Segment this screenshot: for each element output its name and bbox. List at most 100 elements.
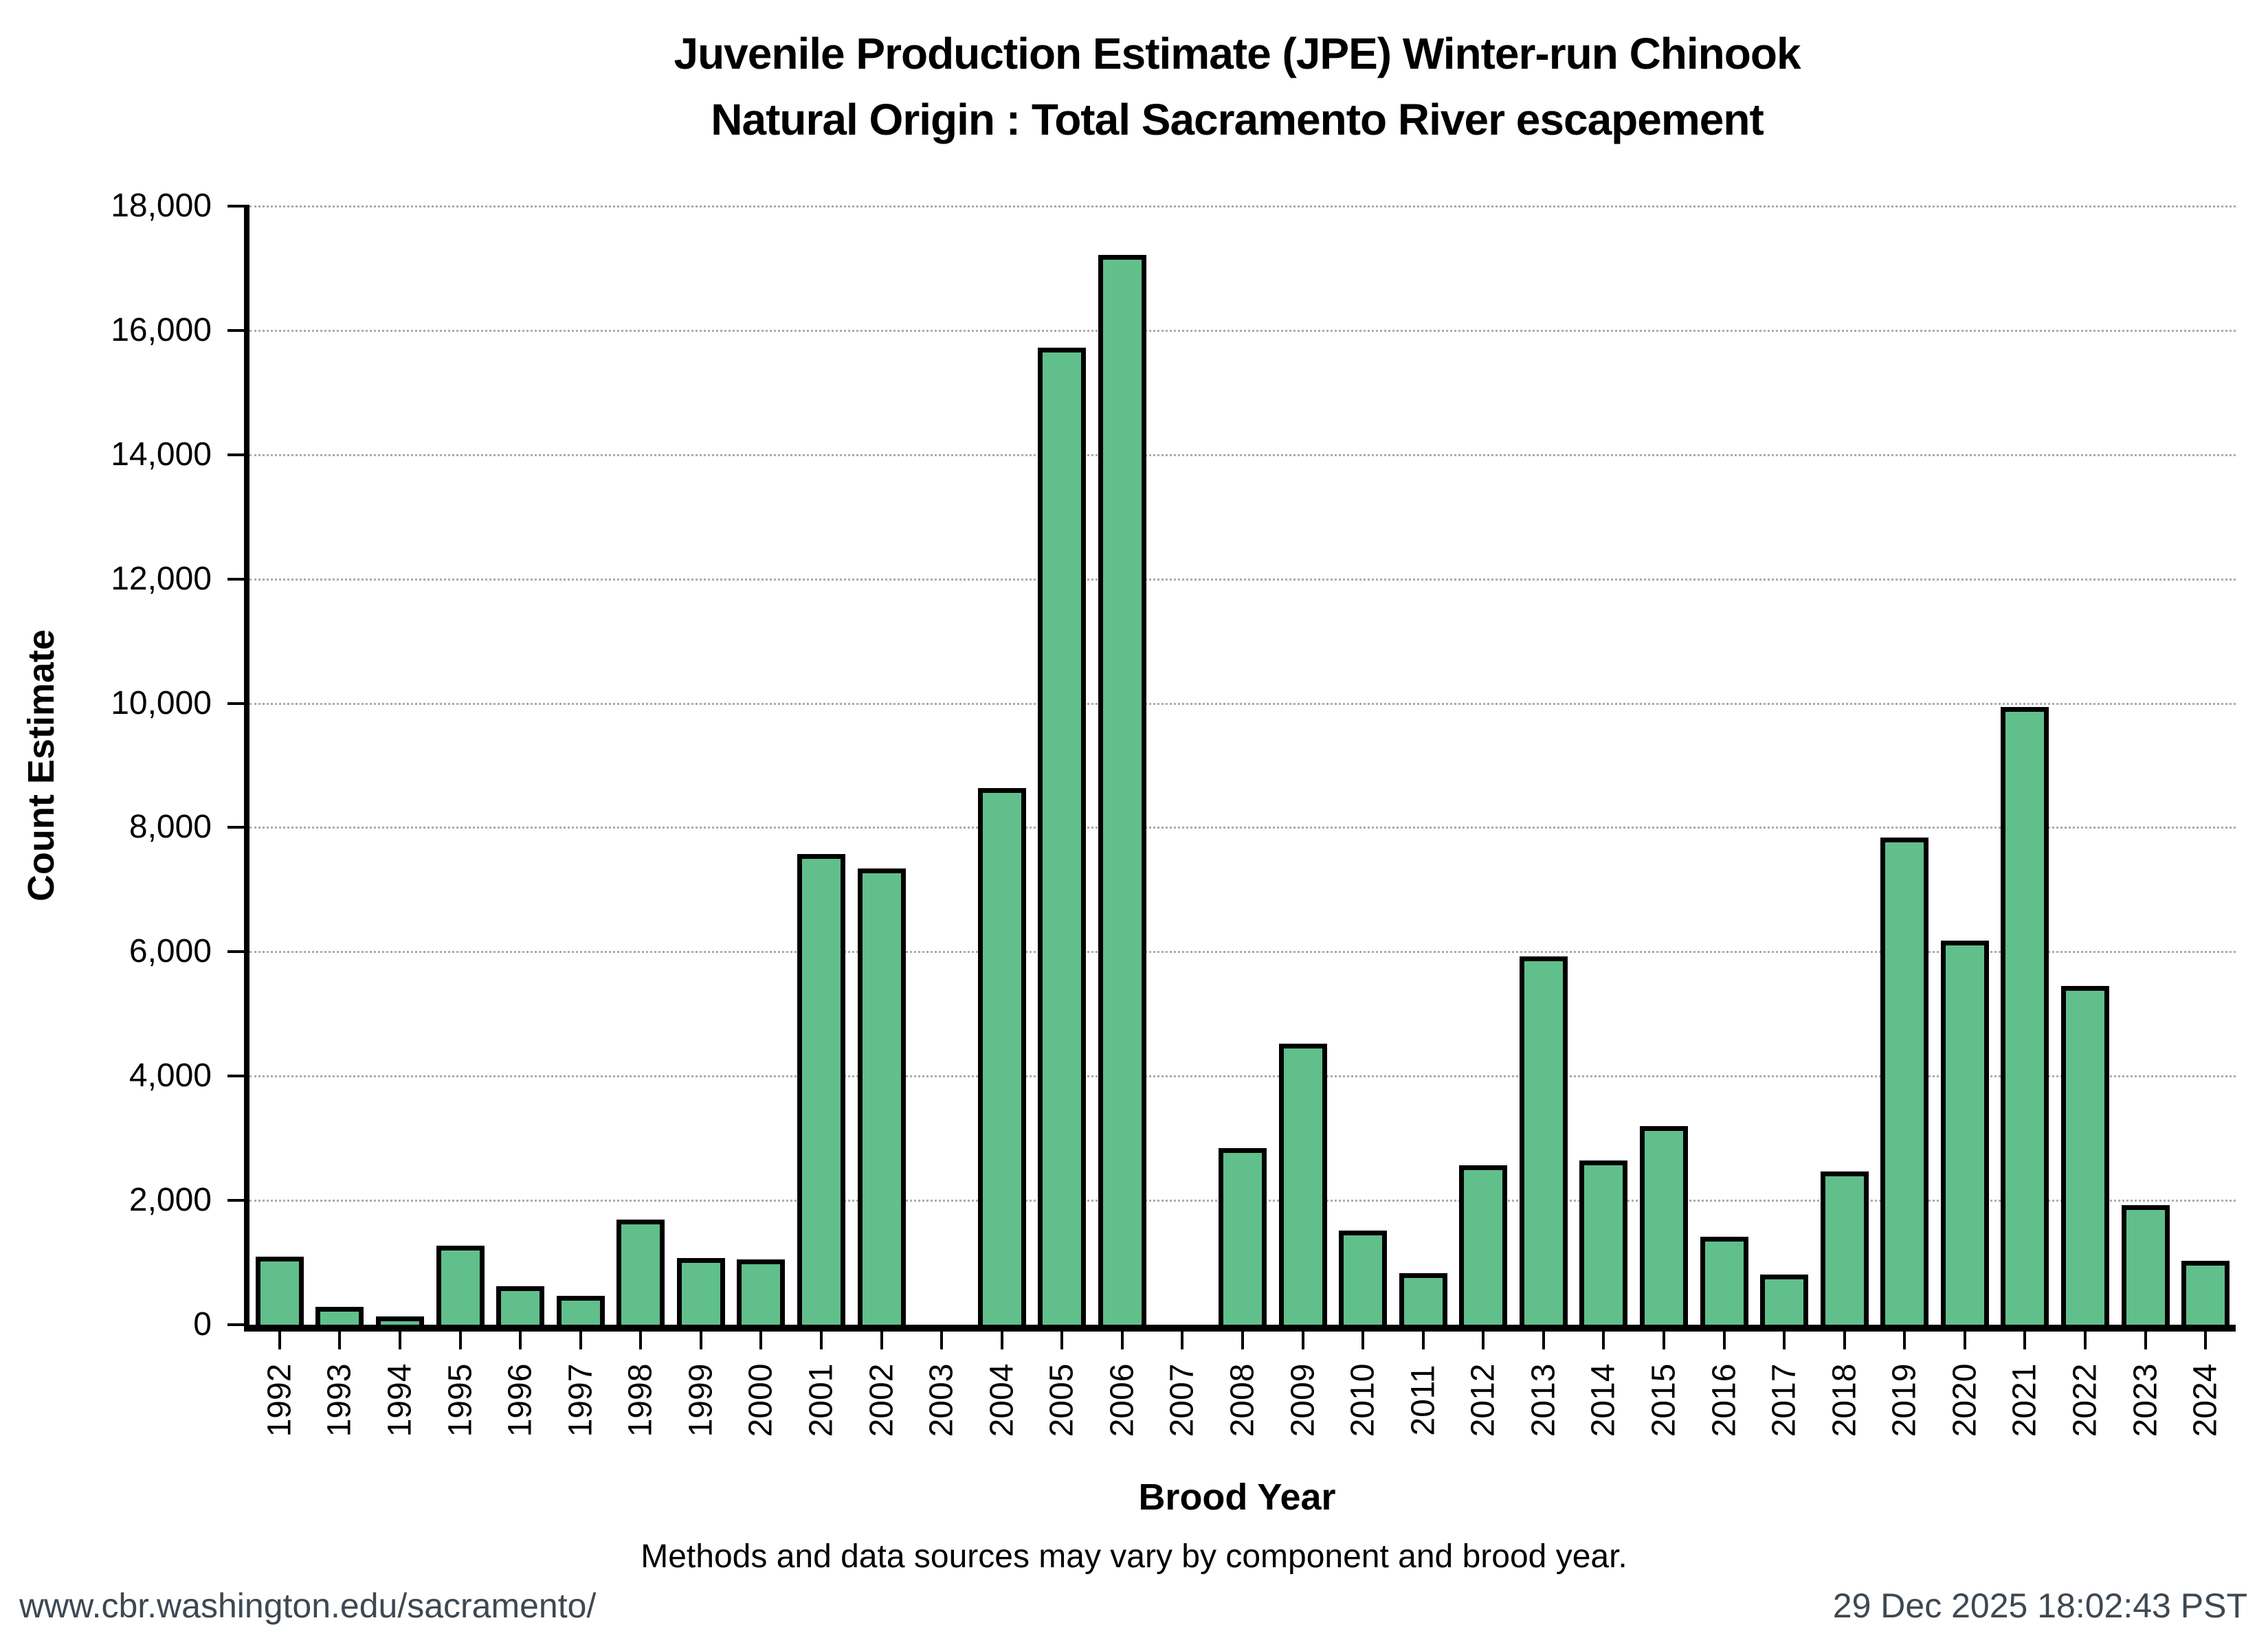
bar-1994 <box>375 1316 424 1325</box>
x-tick-label-2015: 2015 <box>1645 1363 1682 1437</box>
y-tick-8000 <box>227 826 249 829</box>
x-tick-1998 <box>639 1332 643 1349</box>
x-tick-label-2004: 2004 <box>983 1363 1021 1437</box>
x-tick-label-2013: 2013 <box>1525 1363 1562 1437</box>
y-tick-label-2000: 2,000 <box>129 1182 212 1219</box>
x-tick-label-1999: 1999 <box>682 1363 720 1437</box>
gridline-8000 <box>249 827 2236 829</box>
chart-title-line1: Juvenile Production Estimate (JPE) Winte… <box>674 29 1801 78</box>
y-tick-label-8000: 8,000 <box>129 809 212 846</box>
x-tick-2001 <box>819 1332 823 1349</box>
y-tick-0 <box>227 1323 249 1326</box>
bar-2017 <box>1760 1274 1809 1325</box>
x-tick-label-2023: 2023 <box>2127 1363 2164 1437</box>
x-tick-label-2006: 2006 <box>1104 1363 1141 1437</box>
x-tick-1994 <box>398 1332 401 1349</box>
x-tick-label-2007: 2007 <box>1164 1363 1201 1437</box>
bar-1999 <box>676 1258 725 1325</box>
gridline-4000 <box>249 1075 2236 1078</box>
bar-2021 <box>2001 706 2049 1325</box>
y-tick-12000 <box>227 577 249 581</box>
x-tick-label-2008: 2008 <box>1224 1363 1261 1437</box>
x-tick-label-1996: 1996 <box>502 1363 539 1437</box>
bar-2010 <box>1339 1230 1388 1325</box>
x-axis-title: Brood Year <box>1138 1477 1336 1518</box>
x-tick-2016 <box>1722 1332 1726 1349</box>
gridline-18000 <box>249 205 2236 207</box>
x-tick-label-2024: 2024 <box>2187 1363 2224 1437</box>
x-tick-2020 <box>1963 1332 1966 1349</box>
y-tick-4000 <box>227 1075 249 1078</box>
x-tick-label-1995: 1995 <box>442 1363 478 1437</box>
y-tick-label-12000: 12,000 <box>111 560 212 597</box>
x-tick-label-2014: 2014 <box>1585 1363 1622 1437</box>
x-tick-1993 <box>338 1332 342 1349</box>
chart-title-line2: Natural Origin : Total Sacramento River … <box>711 95 1764 144</box>
bar-1992 <box>255 1256 304 1325</box>
bar-1995 <box>436 1246 485 1325</box>
x-tick-2018 <box>1843 1332 1846 1349</box>
bar-1998 <box>616 1220 665 1325</box>
x-tick-1992 <box>278 1332 281 1349</box>
x-tick-label-2003: 2003 <box>923 1363 960 1437</box>
x-tick-2009 <box>1301 1332 1304 1349</box>
x-tick-label-1994: 1994 <box>381 1363 419 1437</box>
bar-2020 <box>1940 941 1989 1325</box>
y-tick-label-0: 0 <box>193 1306 212 1343</box>
x-tick-label-2020: 2020 <box>1946 1363 1983 1437</box>
x-tick-label-1992: 1992 <box>261 1363 298 1437</box>
bar-2014 <box>1579 1160 1628 1325</box>
x-tick-2012 <box>1482 1332 1485 1349</box>
y-tick-16000 <box>227 328 249 332</box>
x-tick-2006 <box>1120 1332 1124 1349</box>
x-tick-label-2005: 2005 <box>1043 1363 1080 1437</box>
bar-2006 <box>1098 254 1146 1325</box>
bar-2018 <box>1820 1171 1869 1325</box>
x-tick-2005 <box>1060 1332 1064 1349</box>
x-tick-2010 <box>1361 1332 1365 1349</box>
x-tick-label-2001: 2001 <box>803 1363 840 1437</box>
x-tick-label-1998: 1998 <box>622 1363 659 1437</box>
plot-area: 1992 1993 1994 1995 1996 1997 1998 1999 2000 2001… <box>227 205 2236 1437</box>
y-tick-6000 <box>227 950 249 954</box>
footer-timestamp: 29 Dec 2025 18:02:43 PST <box>1832 1586 2247 1625</box>
x-tick-2011 <box>1421 1332 1425 1349</box>
bar-2022 <box>2061 986 2110 1325</box>
y-tick-14000 <box>227 453 249 456</box>
bar-2002 <box>857 868 906 1325</box>
bar-1997 <box>556 1296 605 1325</box>
x-tick-2002 <box>880 1332 883 1349</box>
gridline-12000 <box>249 578 2236 581</box>
y-tick-label-column: 0 2,000 4,000 6,000 8,000 10,000 12,000 14,000 1… <box>0 188 212 1343</box>
x-tick-2004 <box>1000 1332 1003 1349</box>
y-tick-10000 <box>227 702 249 705</box>
x-tick-label-1997: 1997 <box>562 1363 599 1437</box>
x-tick-2007 <box>1181 1332 1184 1349</box>
y-tick-18000 <box>227 205 249 207</box>
y-tick-label-14000: 14,000 <box>111 436 212 473</box>
x-tick-2023 <box>2144 1332 2147 1349</box>
bar-2013 <box>1519 956 1568 1325</box>
x-tick-2024 <box>2204 1332 2208 1349</box>
x-tick-2008 <box>1241 1332 1244 1349</box>
x-tick-label-2022: 2022 <box>2067 1363 2104 1437</box>
x-tick-label-2019: 2019 <box>1886 1363 1923 1437</box>
bar-2004 <box>977 787 1026 1325</box>
y-tick-label-10000: 10,000 <box>111 684 212 721</box>
x-tick-label-2011: 2011 <box>1405 1365 1442 1436</box>
x-tick-label-2000: 2000 <box>742 1363 779 1437</box>
x-tick-1999 <box>699 1332 702 1349</box>
bar-2011 <box>1399 1272 1447 1325</box>
x-tick-label-2021: 2021 <box>2006 1363 2043 1437</box>
y-tick-label-6000: 6,000 <box>129 933 212 970</box>
bar-2005 <box>1038 348 1087 1325</box>
chart-title: Juvenile Production Estimate (JPE) Winte… <box>244 21 2230 153</box>
x-tick-2003 <box>940 1332 944 1349</box>
y-tick-2000 <box>227 1199 249 1202</box>
x-tick-label-2002: 2002 <box>863 1363 900 1437</box>
bar-1996 <box>496 1286 545 1325</box>
x-tick-label-2012: 2012 <box>1465 1363 1502 1437</box>
x-tick-1996 <box>519 1332 522 1349</box>
x-tick-2017 <box>1783 1332 1786 1349</box>
